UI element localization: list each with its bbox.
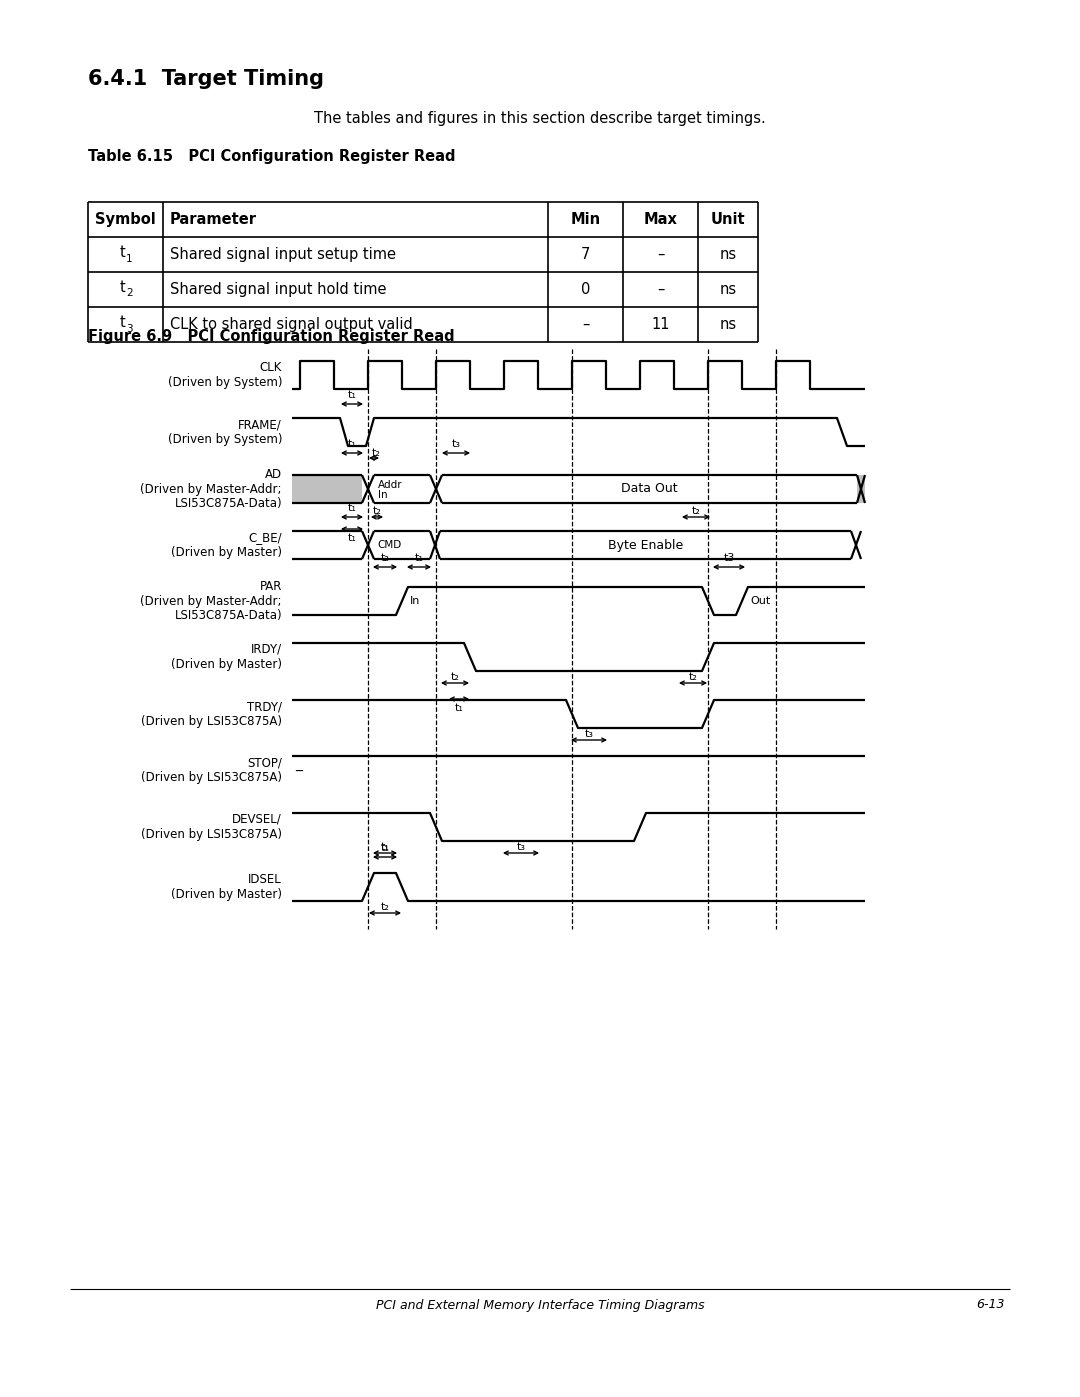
Text: 0: 0	[581, 282, 590, 298]
Text: Shared signal input hold time: Shared signal input hold time	[170, 282, 387, 298]
Text: ns: ns	[719, 247, 737, 263]
Text: t₁: t₁	[348, 503, 356, 513]
Bar	[858, 475, 865, 503]
Text: FRAME/
(Driven by System): FRAME/ (Driven by System)	[167, 418, 282, 446]
Text: Byte Enable: Byte Enable	[608, 538, 684, 552]
Text: t₃: t₃	[451, 439, 460, 448]
Text: PCI and External Memory Interface Timing Diagrams: PCI and External Memory Interface Timing…	[376, 1298, 704, 1312]
Text: t: t	[120, 244, 125, 260]
Text: t₂: t₂	[380, 902, 390, 912]
Text: Unit: Unit	[711, 212, 745, 226]
Text: t₃: t₃	[584, 729, 594, 739]
Text: t₂: t₂	[372, 448, 380, 458]
Text: TRDY/
(Driven by LSI53C875A): TRDY/ (Driven by LSI53C875A)	[141, 700, 282, 728]
Text: Shared signal input setup time: Shared signal input setup time	[170, 247, 396, 263]
Text: Parameter: Parameter	[170, 212, 257, 226]
Text: 1: 1	[126, 253, 133, 264]
Text: 6.4.1  Target Timing: 6.4.1 Target Timing	[87, 68, 324, 89]
Text: IRDY/
(Driven by Master): IRDY/ (Driven by Master)	[171, 643, 282, 671]
Text: t₂: t₂	[450, 672, 459, 682]
Text: ns: ns	[719, 282, 737, 298]
Text: t₁: t₁	[455, 703, 463, 712]
Text: ns: ns	[719, 317, 737, 332]
Text: 2: 2	[126, 289, 133, 299]
Text: IDSEL
(Driven by Master): IDSEL (Driven by Master)	[171, 873, 282, 901]
Text: Max: Max	[644, 212, 677, 226]
Text: Addr: Addr	[378, 481, 403, 490]
Text: t₁: t₁	[348, 439, 356, 448]
Text: t₂: t₂	[689, 672, 698, 682]
Text: t₁: t₁	[380, 842, 390, 852]
Text: In: In	[378, 490, 388, 500]
Text: DEVSEL/
(Driven by LSI53C875A): DEVSEL/ (Driven by LSI53C875A)	[141, 813, 282, 841]
Text: C_BE/
(Driven by Master): C_BE/ (Driven by Master)	[171, 531, 282, 559]
Text: t₃: t₃	[516, 842, 526, 852]
Text: t₂: t₂	[691, 506, 701, 515]
Text: _: _	[295, 759, 302, 773]
Text: t₁: t₁	[348, 534, 356, 543]
Text: t: t	[120, 314, 125, 330]
Text: 6-13: 6-13	[976, 1298, 1005, 1312]
Text: CLK
(Driven by System): CLK (Driven by System)	[167, 360, 282, 388]
Text: t₁: t₁	[415, 553, 423, 563]
Text: t3: t3	[724, 553, 734, 563]
Bar	[292, 475, 362, 503]
Text: STOP/
(Driven by LSI53C875A): STOP/ (Driven by LSI53C875A)	[141, 756, 282, 784]
Text: t: t	[120, 279, 125, 295]
Text: CMD: CMD	[377, 541, 402, 550]
Text: Out: Out	[750, 597, 770, 606]
Text: t₁: t₁	[380, 842, 390, 854]
Text: 11: 11	[651, 317, 670, 332]
Text: CLK to shared signal output valid: CLK to shared signal output valid	[170, 317, 413, 332]
Text: Data Out: Data Out	[621, 482, 678, 496]
Text: t₂: t₂	[380, 553, 390, 563]
Text: Min: Min	[570, 212, 600, 226]
Text: In: In	[410, 597, 420, 606]
Text: AD
(Driven by Master-Addr;
LSI53C875A-Data): AD (Driven by Master-Addr; LSI53C875A-Da…	[140, 468, 282, 510]
Text: PAR
(Driven by Master-Addr;
LSI53C875A-Data): PAR (Driven by Master-Addr; LSI53C875A-D…	[140, 580, 282, 623]
Text: t₂: t₂	[373, 506, 381, 515]
Text: –: –	[582, 317, 590, 332]
Text: The tables and figures in this section describe target timings.: The tables and figures in this section d…	[314, 112, 766, 127]
Text: t₁: t₁	[348, 390, 356, 400]
Text: 7: 7	[581, 247, 590, 263]
Text: –: –	[657, 282, 664, 298]
Text: –: –	[657, 247, 664, 263]
Text: Table 6.15   PCI Configuration Register Read: Table 6.15 PCI Configuration Register Re…	[87, 149, 456, 165]
Text: Symbol: Symbol	[95, 212, 156, 226]
Text: Figure 6.9   PCI Configuration Register Read: Figure 6.9 PCI Configuration Register Re…	[87, 330, 455, 345]
Text: 3: 3	[126, 324, 133, 334]
